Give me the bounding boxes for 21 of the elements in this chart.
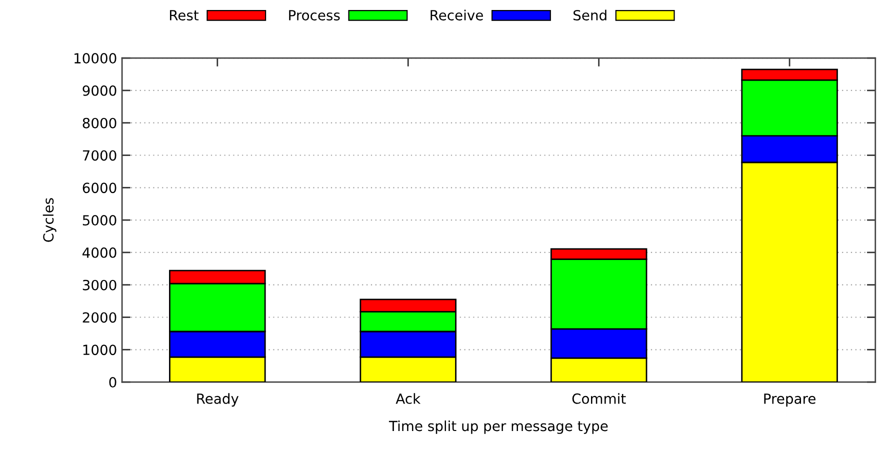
y-tick-label: 5000 — [82, 215, 116, 226]
y-tick-label: 3000 — [82, 280, 116, 290]
y-tick-label: 0 — [109, 377, 116, 388]
y-tick-label: 9000 — [82, 85, 116, 96]
y-tick-label: 10000 — [74, 53, 116, 64]
legend-label: Receive — [430, 10, 483, 20]
y-tick-label: 4000 — [82, 247, 116, 258]
y-tick-label: 7000 — [82, 150, 116, 161]
legend-label: Process — [289, 10, 340, 20]
y-axis-title: Cycles — [42, 198, 56, 242]
x-axis-title: Time split up per message type — [388, 420, 608, 434]
legend-label: Send — [574, 10, 606, 20]
x-tick-label: Ack — [396, 393, 421, 404]
y-tick-label: 2000 — [82, 312, 116, 323]
x-tick-label: Commit — [572, 393, 626, 404]
y-tick-label: 1000 — [83, 344, 116, 356]
y-tick-label: 6000 — [82, 182, 116, 194]
y-tick-label: 8000 — [82, 118, 116, 128]
legend-label: Rest — [170, 10, 199, 20]
x-tick-label: Prepare — [764, 394, 816, 407]
x-tick-label: Ready — [197, 393, 239, 407]
